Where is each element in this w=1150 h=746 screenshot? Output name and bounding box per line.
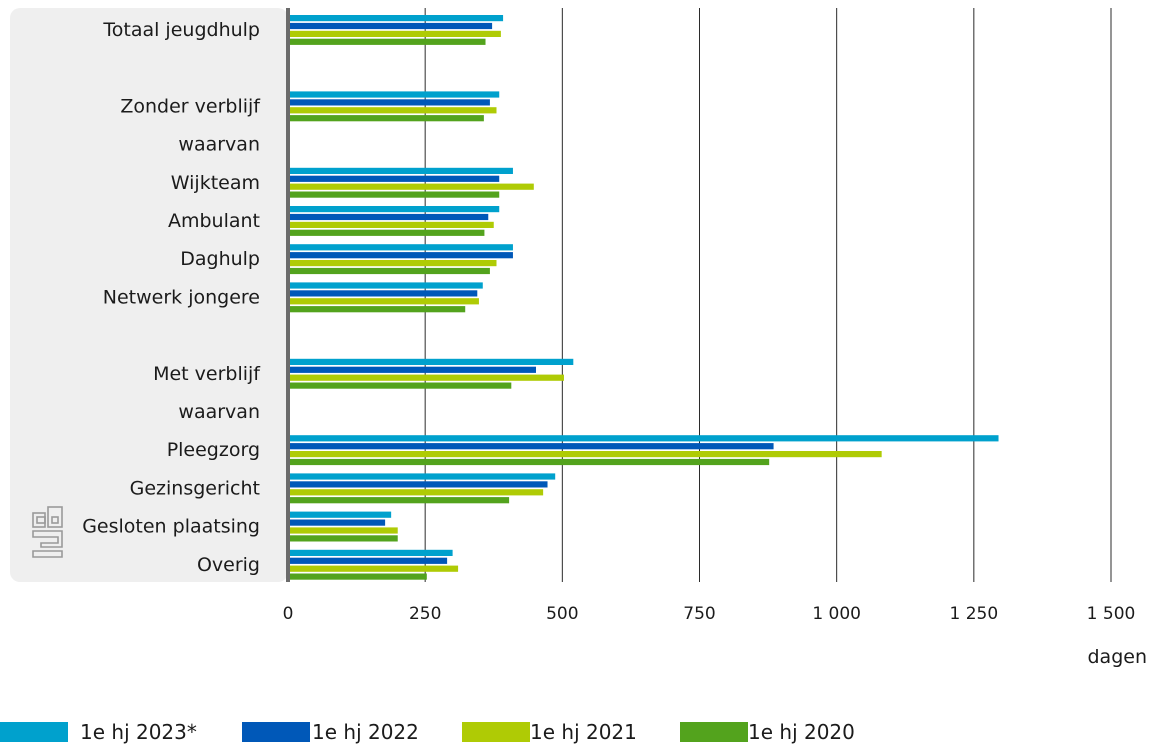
bar-zonder-verblijf-1e-hj-2022: [288, 99, 490, 106]
x-tick-label-1500: 1 500: [1087, 604, 1136, 624]
category-label-totaal-jeugdhulp: Totaal jeugdhulp: [102, 19, 260, 41]
bar-daghulp-1e-hj-2022: [288, 252, 513, 259]
bar-pleegzorg-1e-hj-2020: [288, 458, 770, 466]
bar-wijkteam-1e-hj-2023: [288, 167, 513, 174]
bar-daghulp-1e-hj-2021: [288, 260, 497, 267]
category-label-pleegzorg: Pleegzorg: [167, 439, 260, 461]
x-tick-label-750: 750: [683, 604, 715, 624]
category-label-ambulant: Ambulant: [168, 210, 260, 232]
bar-ambulant-1e-hj-2020: [288, 229, 485, 236]
bar-ambulant-1e-hj-2022: [288, 213, 489, 221]
legend-swatch-2023: [0, 722, 68, 742]
bar-gezinsgericht-1e-hj-2021: [288, 489, 544, 496]
bar-gesloten-plaatsing-1e-hj-2023: [288, 511, 392, 518]
bar-pleegzorg-1e-hj-2022: [288, 443, 774, 450]
legend-swatch-2021: [462, 722, 530, 742]
category-label-overig: Overig: [197, 554, 260, 576]
bar-zonder-verblijf-1e-hj-2023: [288, 91, 500, 98]
bar-met-verblijf-1e-hj-2020: [288, 382, 512, 389]
bar-totaal-jeugdhulp-1e-hj-2022: [288, 22, 493, 30]
bar-overig-1e-hj-2021: [288, 565, 459, 572]
category-label-wijkteam: Wijkteam: [171, 172, 260, 194]
legend: 1e hj 2023* 1e hj 2022 1e hj 2021 1e hj …: [0, 718, 1150, 744]
bar-ambulant-1e-hj-2023: [288, 206, 500, 213]
category-label-netwerk-jongere: Netwerk jongere: [103, 286, 260, 308]
category-label-zonder-verblijf: Zonder verblijf: [120, 95, 261, 117]
bar-totaal-jeugdhulp-1e-hj-2023: [288, 15, 504, 22]
legend-label-2023: 1e hj 2023*: [80, 720, 197, 744]
bar-gezinsgericht-1e-hj-2023: [288, 473, 556, 480]
category-labels: Totaal jeugdhulp Zonder verblijf waarvan Wi…: [82, 19, 261, 576]
category-label-gezinsgericht: Gezinsgericht: [130, 477, 260, 499]
x-tick-label-500: 500: [546, 604, 578, 624]
category-label-gesloten-plaatsing: Gesloten plaatsing: [82, 516, 260, 538]
legend-swatch-2022: [242, 722, 310, 742]
bar-netwerk-jongere-1e-hj-2022: [288, 290, 478, 297]
bar-wijkteam-1e-hj-2022: [288, 175, 500, 182]
bars: [288, 15, 999, 580]
category-label-daghulp: Daghulp: [180, 248, 260, 270]
x-tick-label-0: 0: [283, 604, 294, 624]
bar-met-verblijf-1e-hj-2023: [288, 358, 574, 365]
x-tick-label-1000: 1 000: [812, 604, 861, 624]
bar-gezinsgericht-1e-hj-2022: [288, 481, 548, 488]
category-label-met-verblijf: Met verblijf: [153, 363, 261, 385]
bar-pleegzorg-1e-hj-2021: [288, 451, 882, 458]
x-tick-labels: 0 250 500 750 1 000 1 250 1 500: [283, 604, 1136, 624]
bar-daghulp-1e-hj-2020: [288, 267, 490, 275]
bar-wijkteam-1e-hj-2020: [288, 191, 500, 198]
bar-zonder-verblijf-1e-hj-2021: [288, 107, 497, 114]
bar-daghulp-1e-hj-2023: [288, 244, 513, 251]
category-label-waarvan: waarvan: [178, 134, 260, 156]
bar-totaal-jeugdhulp-1e-hj-2020: [288, 38, 486, 45]
bar-gesloten-plaatsing-1e-hj-2022: [288, 519, 386, 526]
bar-netwerk-jongere-1e-hj-2021: [288, 298, 479, 305]
legend-swatch-2020: [680, 722, 748, 742]
x-tick-label-250: 250: [409, 604, 441, 624]
gridlines: [424, 8, 1112, 582]
bar-overig-1e-hj-2022: [288, 557, 448, 564]
legend-label-2022: 1e hj 2022: [312, 720, 419, 744]
bar-netwerk-jongere-1e-hj-2023: [288, 282, 483, 289]
bar-ambulant-1e-hj-2021: [288, 221, 494, 228]
bar-overig-1e-hj-2020: [288, 573, 427, 580]
bar-zonder-verblijf-1e-hj-2020: [288, 115, 484, 122]
bar-met-verblijf-1e-hj-2022: [288, 366, 536, 373]
bar-gesloten-plaatsing-1e-hj-2020: [288, 535, 398, 542]
bar-netwerk-jongere-1e-hj-2020: [288, 306, 466, 313]
legend-label-2020: 1e hj 2020: [748, 720, 855, 744]
legend-label-2021: 1e hj 2021: [530, 720, 637, 744]
category-label-waarvan: waarvan: [178, 401, 260, 423]
bar-wijkteam-1e-hj-2021: [288, 183, 534, 190]
label-panel-background: [10, 8, 288, 582]
bar-totaal-jeugdhulp-1e-hj-2021: [288, 30, 501, 37]
bar-gezinsgericht-1e-hj-2020: [288, 497, 510, 504]
bar-gesloten-plaatsing-1e-hj-2021: [288, 527, 398, 534]
bar-pleegzorg-1e-hj-2023: [288, 435, 999, 442]
bar-chart: Totaal jeugdhulp Zonder verblijf waarvan Wi…: [10, 8, 1148, 668]
x-axis-unit-label: dagen: [1088, 646, 1148, 668]
bar-overig-1e-hj-2023: [288, 549, 453, 556]
x-tick-label-1250: 1 250: [949, 604, 998, 624]
cbs-logo: [32, 506, 63, 558]
bar-met-verblijf-1e-hj-2021: [288, 374, 564, 381]
